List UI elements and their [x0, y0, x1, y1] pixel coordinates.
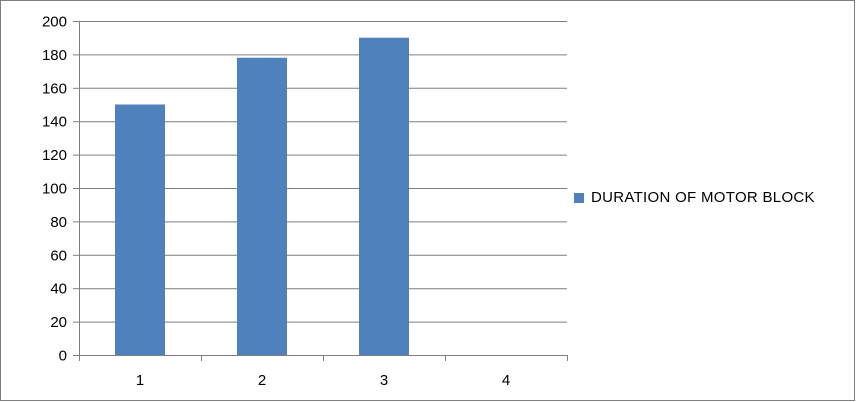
bar-2 — [236, 57, 288, 356]
x-tick-label: 3 — [380, 372, 388, 389]
x-tick-label: 2 — [258, 372, 266, 389]
x-tick-label: 1 — [136, 372, 144, 389]
y-tick-label: 20 — [50, 314, 67, 331]
bar-1 — [114, 104, 166, 355]
x-tick-label: 4 — [502, 372, 510, 389]
y-tick-labels: 0 20 40 60 80 100 120 140 160 180 200 — [42, 14, 67, 365]
x-tick-labels: 1 2 3 4 — [136, 372, 510, 389]
legend-swatch — [574, 193, 584, 203]
y-tick-label: 200 — [42, 14, 67, 31]
y-tick-label: 120 — [42, 147, 67, 164]
y-tick-label: 180 — [42, 47, 67, 64]
legend-label: DURATION OF MOTOR BLOCK — [591, 189, 815, 206]
y-tick-label: 40 — [50, 281, 67, 298]
y-tick-label: 140 — [42, 114, 67, 131]
y-tick-label: 60 — [50, 247, 67, 264]
y-tick-label: 100 — [42, 181, 67, 198]
y-tick-label: 80 — [50, 214, 67, 231]
axes — [73, 21, 568, 361]
y-tick-label: 160 — [42, 80, 67, 97]
bar-3 — [358, 37, 410, 355]
bars — [114, 37, 410, 356]
y-tick-label: 0 — [59, 348, 67, 365]
